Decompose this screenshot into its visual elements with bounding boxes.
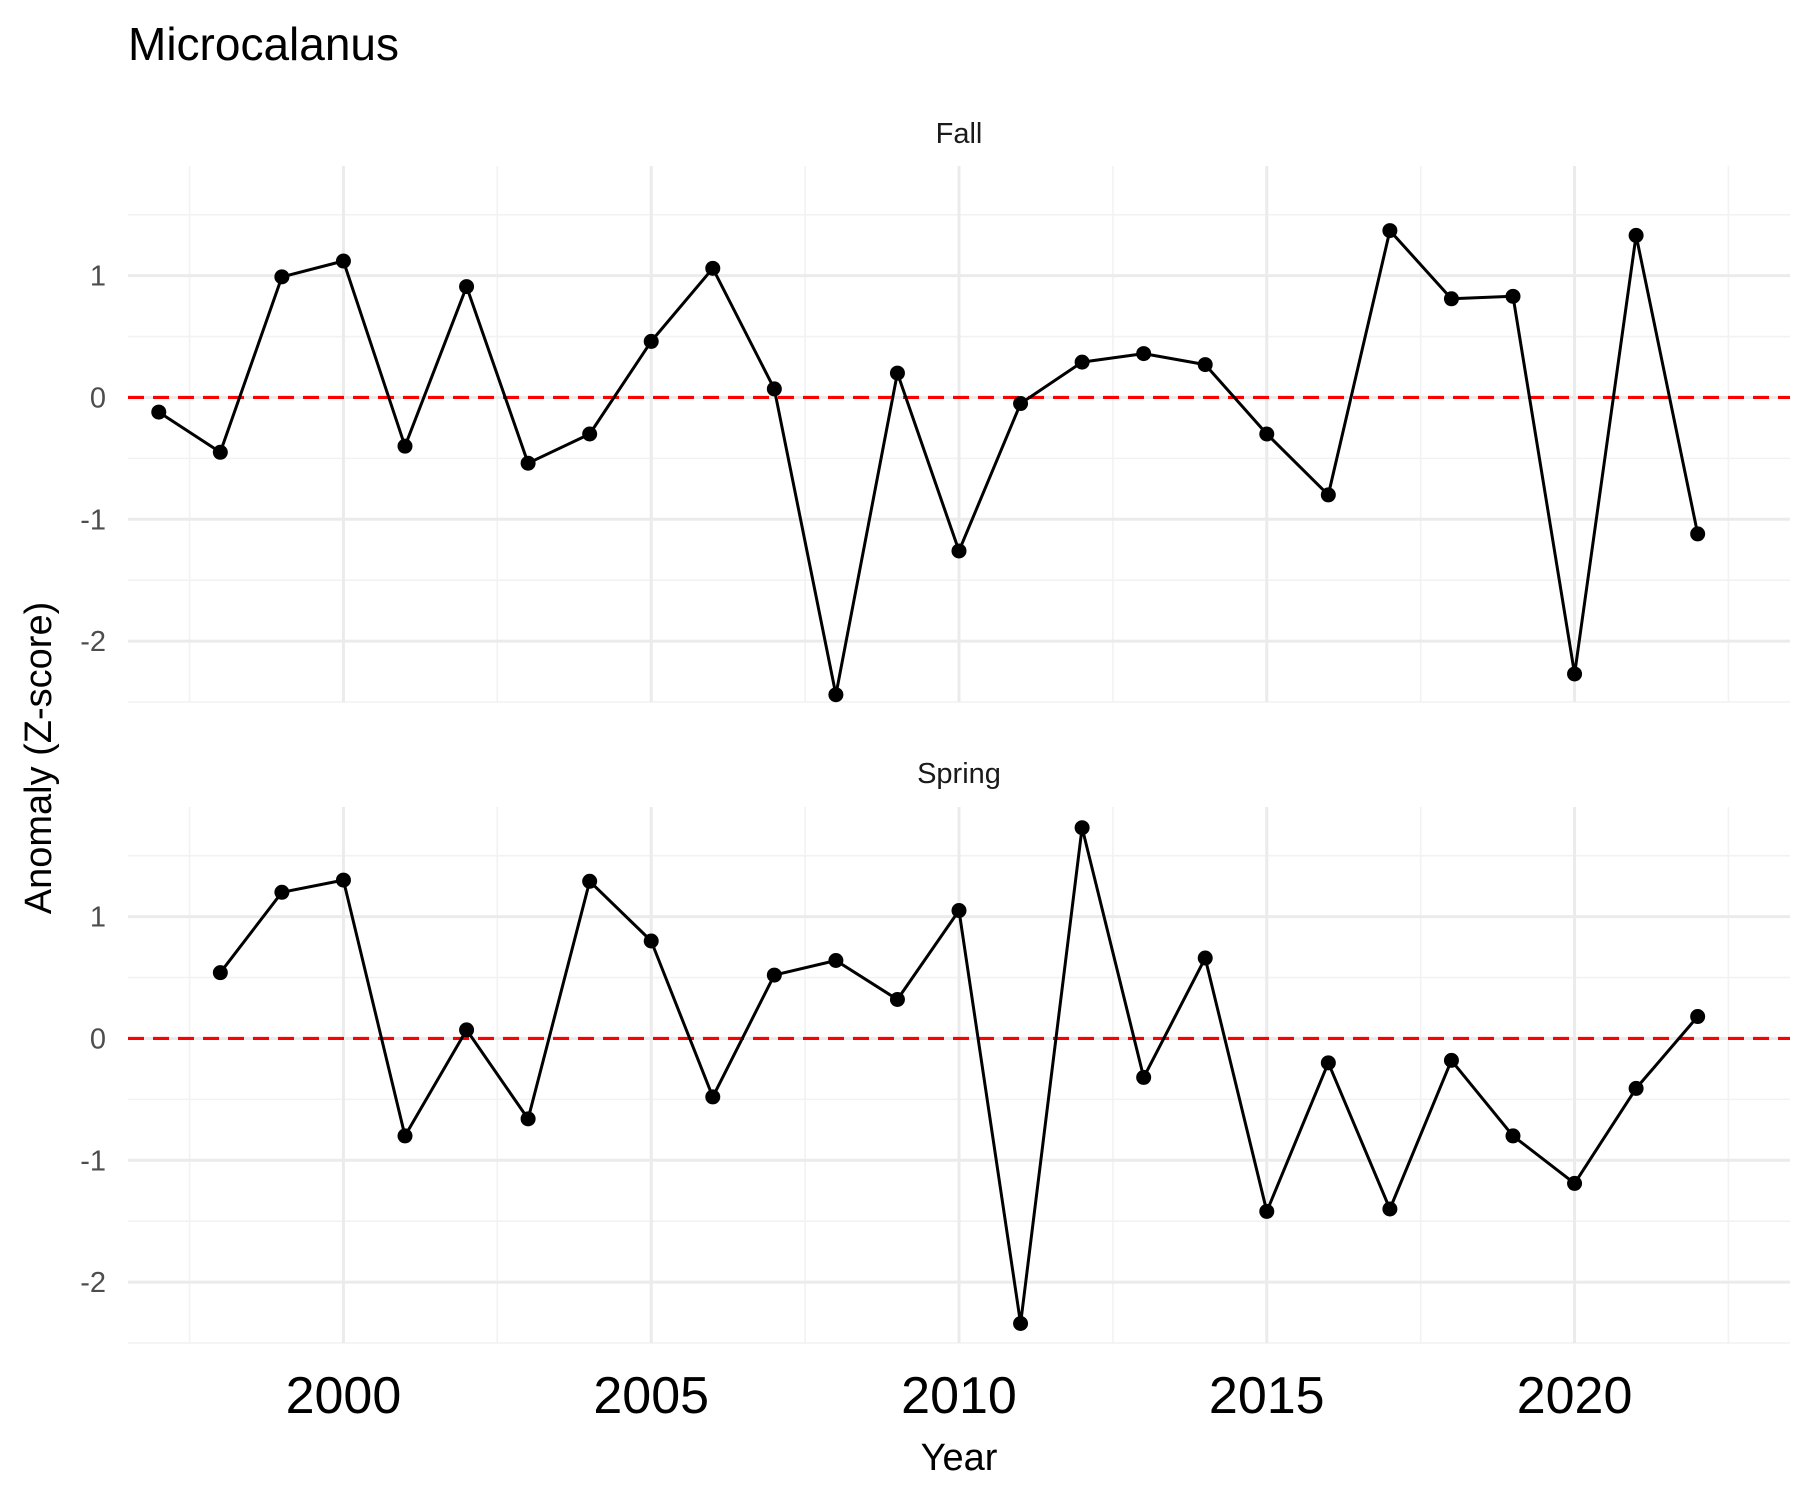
data-point-fall-2001 [397, 438, 413, 454]
y-tick-label: -1 [80, 504, 106, 536]
data-point-fall-2010 [951, 543, 967, 559]
x-tick-label: 2020 [1517, 1367, 1633, 1425]
data-point-fall-2002 [459, 279, 475, 295]
x-tick-label: 2010 [901, 1367, 1017, 1425]
data-point-spring-2006 [705, 1089, 721, 1105]
data-point-fall-2008 [828, 687, 844, 703]
x-axis: 2000 2005 2010 2015 2020 [286, 1367, 1633, 1425]
y-tick-label: 1 [90, 902, 106, 934]
data-point-fall-2021 [1628, 227, 1644, 243]
data-point-spring-2000 [335, 872, 351, 888]
data-point-fall-2003 [520, 455, 536, 471]
data-point-fall-2011 [1013, 396, 1029, 412]
data-point-fall-1999 [274, 269, 290, 285]
data-point-spring-2012 [1074, 820, 1090, 836]
data-point-fall-1997 [151, 404, 167, 420]
data-point-fall-2012 [1074, 354, 1090, 370]
y-tick-label: 0 [90, 1023, 106, 1055]
y-tick-label: -2 [80, 1267, 106, 1299]
data-point-spring-1999 [274, 884, 290, 900]
data-point-fall-2015 [1259, 426, 1275, 442]
data-point-fall-2018 [1443, 291, 1459, 307]
data-point-fall-2009 [889, 365, 905, 381]
data-point-spring-2018 [1443, 1052, 1459, 1068]
data-point-spring-1998 [212, 965, 228, 981]
x-tick-label: 2005 [593, 1367, 709, 1425]
x-tick-label: 2000 [286, 1367, 402, 1425]
data-point-fall-2020 [1567, 666, 1583, 682]
gridlines [128, 166, 1790, 703]
data-point-fall-2004 [582, 426, 598, 442]
chart-panels: Fall -2 -1 0 1 Spring -2 -1 0 1 [80, 118, 1790, 1344]
data-point-spring-2015 [1259, 1203, 1275, 1219]
data-point-spring-2016 [1320, 1055, 1336, 1071]
data-point-spring-2013 [1136, 1069, 1152, 1085]
panel-strip-label: Fall [936, 118, 983, 150]
y-axis-title: Anomaly (Z-score) [18, 602, 60, 915]
data-point-fall-2016 [1320, 487, 1336, 503]
data-point-spring-2007 [766, 967, 782, 983]
data-point-fall-2019 [1505, 288, 1521, 304]
data-point-fall-2005 [643, 333, 659, 349]
x-tick-label: 2015 [1209, 1367, 1325, 1425]
data-point-spring-2010 [951, 903, 967, 919]
series-line-fall [157, 229, 1700, 697]
panel-spring: Spring -2 -1 0 1 [80, 758, 1790, 1344]
y-tick-label: -1 [80, 1145, 106, 1177]
data-point-spring-2011 [1013, 1316, 1029, 1332]
gridlines [128, 807, 1790, 1344]
panel-strip-label: Spring [917, 758, 1001, 790]
data-point-fall-2022 [1690, 526, 1706, 542]
y-tick-label: -2 [80, 626, 106, 658]
data-point-fall-2007 [766, 381, 782, 397]
data-point-spring-2003 [520, 1111, 536, 1127]
data-point-spring-2017 [1382, 1201, 1398, 1217]
data-point-spring-2019 [1505, 1128, 1521, 1144]
data-point-spring-2020 [1567, 1175, 1583, 1191]
data-point-spring-2009 [889, 991, 905, 1007]
data-point-spring-2005 [643, 933, 659, 949]
chart-title: Microcalanus [128, 18, 399, 70]
data-point-fall-1998 [212, 444, 228, 460]
panel-fall: Fall -2 -1 0 1 [80, 118, 1790, 703]
data-point-fall-2000 [335, 253, 351, 269]
x-axis-title: Year [921, 1437, 998, 1479]
y-tick-label: 0 [90, 382, 106, 414]
data-point-spring-2014 [1197, 950, 1213, 966]
data-point-fall-2014 [1197, 357, 1213, 373]
data-point-fall-2013 [1136, 346, 1152, 362]
data-point-spring-2022 [1690, 1009, 1706, 1025]
data-point-fall-2017 [1382, 223, 1398, 239]
data-point-spring-2001 [397, 1128, 413, 1144]
data-point-spring-2021 [1628, 1080, 1644, 1096]
data-point-spring-2004 [582, 873, 598, 889]
y-tick-label: 1 [90, 261, 106, 293]
data-point-spring-2002 [459, 1022, 475, 1038]
data-point-spring-2008 [828, 952, 844, 968]
data-point-fall-2006 [705, 260, 721, 276]
